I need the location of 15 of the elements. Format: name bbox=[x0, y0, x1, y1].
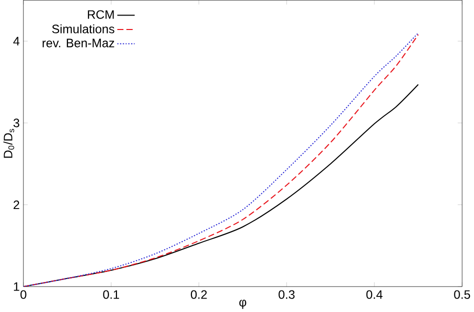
y-axis-title: D$_{0}$/D$_{s}$ bbox=[3, 128, 14, 158]
x-tick-label: 0.1 bbox=[103, 290, 120, 299]
x-axis-title: φ bbox=[239, 300, 246, 309]
legend-label: Simulations bbox=[52, 24, 114, 34]
y-tick-label: 4 bbox=[13, 36, 20, 46]
x-tick-label: 0.3 bbox=[278, 290, 295, 299]
y-tick-label: 1 bbox=[14, 282, 20, 291]
legend-label: rev. Ben-Maz bbox=[42, 38, 114, 48]
x-tick-label: 0 bbox=[20, 290, 26, 299]
x-tick-label: 0.4 bbox=[366, 290, 383, 299]
legend-label: RCM bbox=[88, 10, 114, 19]
y-tick-label: 3 bbox=[13, 118, 20, 128]
x-tick-label: 0.2 bbox=[190, 290, 207, 299]
y-tick-label: 2 bbox=[14, 200, 20, 209]
x-tick-label: 0.5 bbox=[454, 290, 470, 299]
